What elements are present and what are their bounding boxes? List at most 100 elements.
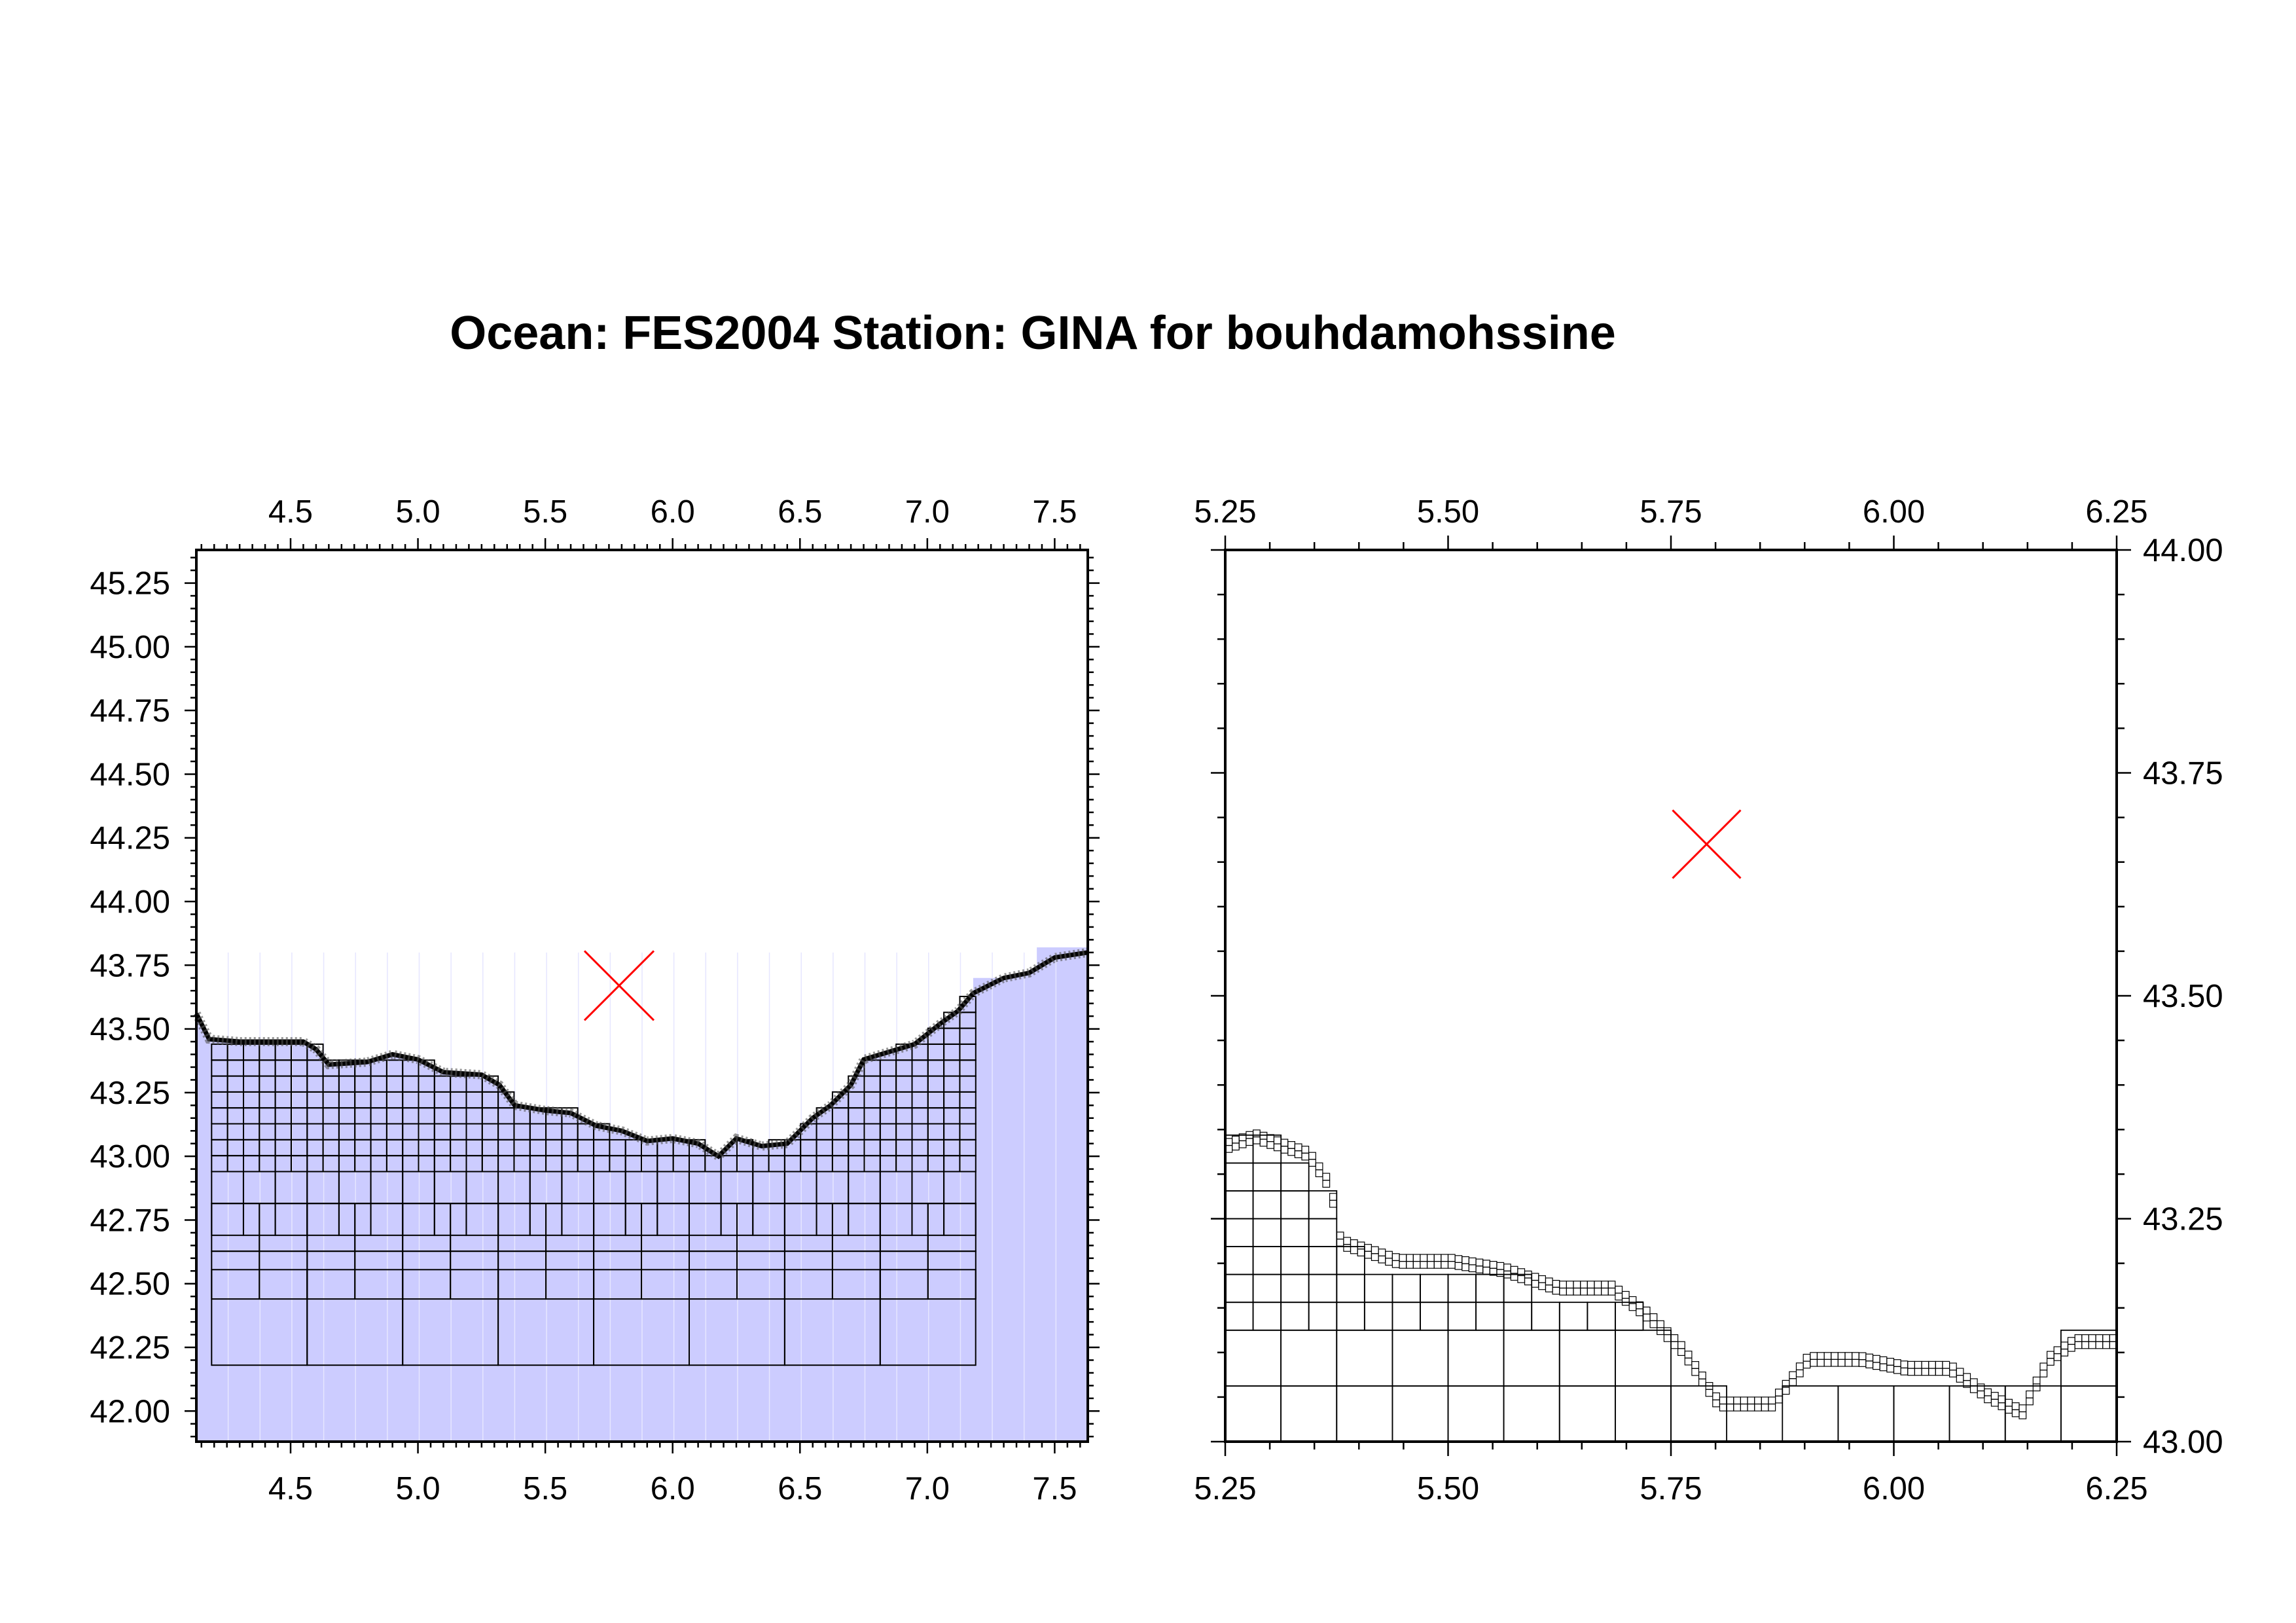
coastal-fine-cell [2081,1334,2090,1342]
coastal-fine-cell [1462,1263,1470,1271]
coastal-fine-cell [1280,1146,1289,1154]
coastal-fine-cell [1816,1352,1825,1360]
mesh-cell [1225,1162,1254,1192]
coastal-fine-cell [1538,1282,1547,1290]
y-tick-label: 43.75 [2143,756,2223,792]
coastal-fine-cell [1691,1361,1700,1369]
coastal-fine-cell [1371,1246,1379,1254]
mesh-cell [1447,1329,1505,1387]
coastal-fine-cell [1391,1260,1400,1268]
mesh-cell [1391,1302,1421,1331]
coastal-fine-cell [1273,1143,1282,1152]
coastal-fine-cell [1803,1360,1811,1369]
coastal-fine-cell [1795,1369,1804,1377]
coastal-fine-cell [1343,1244,1352,1252]
coastal-fine-cell [1754,1396,1762,1405]
coastal-fine-cell [1663,1334,1672,1342]
coastal-fine-cell [1252,1136,1261,1144]
coastal-fine-cell [1308,1152,1316,1160]
overview-axis-labels: 4.5 4.5 5.0 5.0 5.5 5.5 6.0 6.0 6.5 6.5 7.0 7.0 7.5 7… [90,494,1077,1506]
x-tick-label-top: 5.50 [1417,494,1479,530]
y-tick-label: 43.00 [2143,1425,2223,1460]
x-tick-label-bottom: 6.25 [2085,1471,2147,1506]
coastal-fine-cell [1698,1378,1706,1387]
mesh-cell [1391,1273,1421,1304]
mesh-cell [1308,1190,1338,1220]
x-tick-label-bottom: 5.50 [1417,1471,1479,1506]
mesh-cell [1308,1246,1338,1275]
coastal-fine-cell [1357,1241,1365,1250]
coastal-fine-cell [2011,1409,2020,1417]
coastal-fine-cell [1803,1353,1811,1362]
coastal-fine-cell [1636,1308,1644,1317]
coastal-fine-cell [1621,1290,1630,1299]
coastal-fine-cell [1726,1403,1734,1412]
coastal-fine-cell [1441,1260,1449,1269]
y-tick-label: 42.50 [90,1267,170,1302]
coastal-fine-cell [1837,1352,1846,1360]
y-tick-label: 43.25 [90,1076,170,1111]
coastal-fine-cell [1545,1277,1553,1286]
zoom-axis-labels: 5.25 5.25 5.50 5.50 5.75 5.75 6.00 6.00 6.25 6.25… [1194,494,2223,1506]
coastal-fine-cell [1949,1370,1957,1377]
coastal-fine-cell [1712,1399,1721,1408]
coastal-fine-cell [2026,1397,2034,1406]
coastal-fine-cell [2005,1398,2013,1407]
coastal-fine-cell [2032,1376,2041,1385]
mesh-cell [1391,1385,1449,1442]
mesh-cell [1225,1302,1254,1331]
coastal-fine-cell [1441,1254,1449,1262]
coastal-fine-cell [1531,1273,1539,1281]
coastal-fine-cell [2011,1402,2020,1410]
mesh-cell [1419,1273,1449,1304]
coastal-fine-cell [1399,1254,1407,1262]
mesh-cell [1893,1385,1950,1442]
coastal-fine-cell [1406,1254,1414,1262]
zoom-mesh-grid-layer [1225,1134,2117,1442]
coastal-fine-cell [1482,1260,1490,1268]
coastal-fine-cell [2067,1343,2075,1352]
coastal-fine-cell [1301,1152,1310,1161]
y-tick-label: 44.75 [90,693,170,729]
coastal-fine-cell [1984,1395,1992,1404]
mesh-cell [1225,1246,1254,1275]
y-tick-label: 45.00 [90,630,170,665]
mesh-cell [1308,1273,1338,1304]
coastal-fine-cell [1844,1359,1853,1367]
x-tick-label-bottom: 4.5 [268,1471,313,1506]
coastal-fine-cell [1886,1358,1895,1366]
coastal-fine-cell [1893,1366,1901,1374]
coastal-fine-cell [1468,1264,1477,1273]
coastal-fine-cell [1747,1403,1755,1412]
coastal-fine-cell [1364,1250,1372,1259]
x-tick-label-bottom: 6.00 [1863,1471,1925,1506]
coastal-fine-cell [1378,1255,1386,1264]
coastal-fine-cell [1566,1287,1574,1296]
coastal-fine-cell [2053,1346,2062,1355]
coastal-fine-cell [1587,1281,1595,1289]
coastal-fine-cell [1852,1352,1859,1360]
coastal-fine-cell [1329,1193,1337,1201]
x-tick-label-bottom: 6.5 [778,1471,822,1506]
mesh-cell [1336,1329,1393,1387]
coastal-fine-cell [1246,1138,1254,1146]
coastal-fine-cell [1969,1378,1978,1387]
coastal-fine-cell [1928,1368,1936,1376]
coastal-fine-cell [1893,1359,1901,1367]
coastal-fine-cell [1433,1254,1442,1262]
coastal-fine-cell [1698,1372,1706,1379]
mesh-cell [1363,1302,1393,1331]
coastal-fine-cell [2026,1390,2034,1398]
y-tick-label: 43.50 [2143,979,2223,1014]
coastal-fine-cell [1496,1269,1505,1277]
coastal-fine-cell [1301,1146,1310,1154]
coastal-fine-cell [2095,1341,2104,1349]
coastal-fine-cell [1879,1356,1888,1364]
y-tick-label: 43.00 [90,1139,170,1175]
coastal-fine-cell [1719,1403,1727,1412]
coastal-fine-cell [2032,1383,2041,1392]
coastal-fine-cell [1531,1279,1539,1288]
mesh-cell [1280,1246,1310,1275]
coastal-fine-cell [2074,1334,2083,1342]
